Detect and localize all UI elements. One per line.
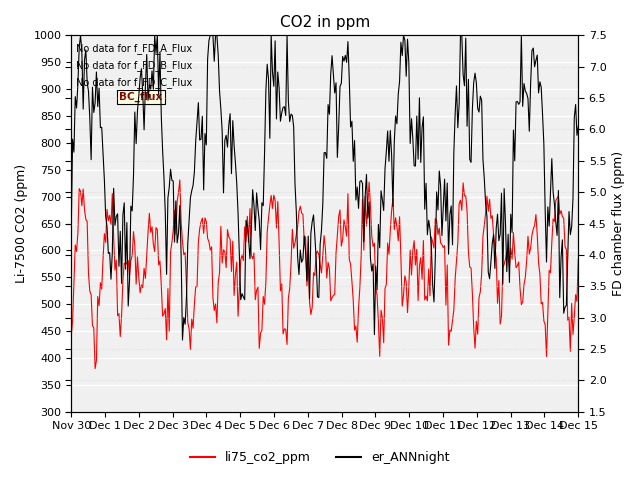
Text: No data for f_FD_B_Flux: No data for f_FD_B_Flux (76, 60, 193, 71)
Text: BC_flux: BC_flux (120, 92, 163, 102)
Y-axis label: FD chamber flux (ppm): FD chamber flux (ppm) (612, 151, 625, 296)
Legend: li75_co2_ppm, er_ANNnight: li75_co2_ppm, er_ANNnight (186, 446, 454, 469)
Y-axis label: Li-7500 CO2 (ppm): Li-7500 CO2 (ppm) (15, 164, 28, 283)
Title: CO2 in ppm: CO2 in ppm (280, 15, 370, 30)
Text: No data for f_FD_C_Flux: No data for f_FD_C_Flux (76, 77, 193, 88)
Text: No data for f_FD_A_Flux: No data for f_FD_A_Flux (76, 43, 193, 54)
